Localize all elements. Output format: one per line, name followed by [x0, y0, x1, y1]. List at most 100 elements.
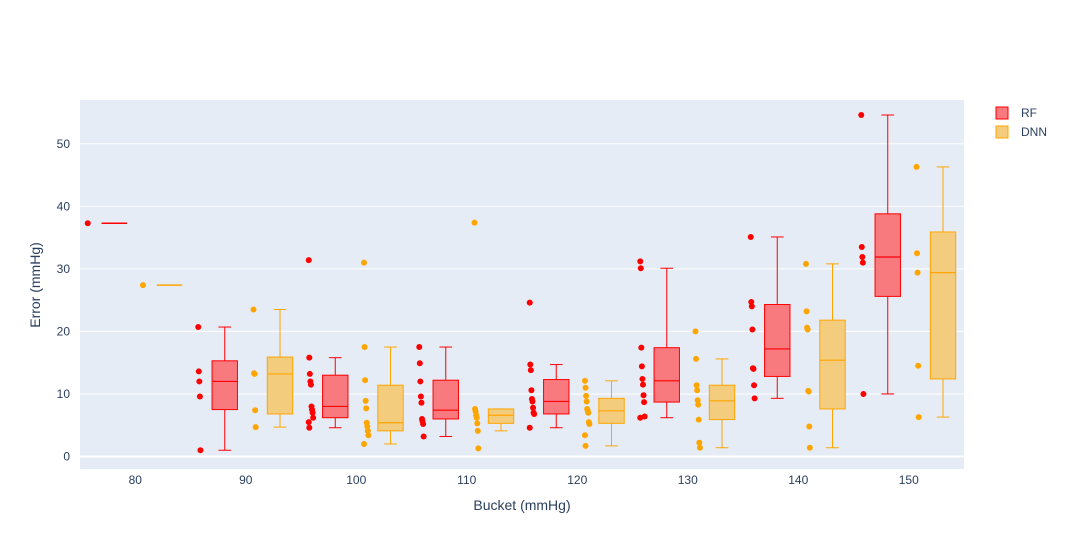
data-point-rf [637, 265, 644, 272]
box-body [874, 213, 901, 297]
data-point-rf [527, 367, 534, 374]
data-point-rf [859, 253, 866, 260]
legend[interactable]: RF DNN [995, 106, 1047, 139]
x-axis-ticks: 80 90 100 110 120 130 140 150 [129, 473, 920, 487]
box-body [543, 379, 570, 415]
legend-swatch [995, 125, 1009, 139]
data-point-dnn [806, 444, 813, 451]
data-point-rf [417, 393, 424, 400]
data-point-rf [310, 414, 317, 421]
data-point-dnn [250, 306, 257, 313]
data-point-dnn [581, 432, 588, 439]
data-point-rf [638, 344, 645, 351]
box-rf-100[interactable] [322, 357, 349, 429]
data-point-rf [418, 399, 425, 406]
data-point-rf [748, 299, 755, 306]
data-point-rf [307, 381, 314, 388]
data-point-dnn [806, 423, 813, 430]
boxes-layer [101, 114, 957, 451]
legend-item-rf[interactable]: RF [995, 106, 1037, 120]
data-point-dnn [694, 387, 701, 394]
data-point-rf [640, 392, 647, 399]
legend-swatch [995, 106, 1009, 120]
data-point-dnn [694, 397, 701, 404]
data-point-rf [526, 424, 533, 431]
data-point-rf [859, 259, 866, 266]
data-point-dnn [362, 377, 369, 384]
box-body [322, 374, 349, 419]
box-rf-120[interactable] [543, 364, 570, 429]
box-dnn-140[interactable] [819, 263, 846, 449]
box-rf-150[interactable] [874, 114, 901, 395]
data-point-dnn [473, 414, 480, 421]
data-point-dnn [696, 439, 703, 446]
data-point-rf [309, 409, 316, 416]
box-dnn-150[interactable] [929, 166, 957, 418]
data-point-rf [195, 368, 202, 375]
data-point-dnn [252, 424, 259, 431]
box-rf-130[interactable] [653, 267, 680, 419]
box-dnn-100[interactable] [377, 346, 404, 445]
y-axis-ticks: 0 10 20 30 40 50 [57, 137, 71, 464]
data-point-rf [639, 375, 646, 382]
data-point-dnn [695, 401, 702, 408]
box-rf-140[interactable] [764, 236, 791, 399]
y-tick-label: 40 [57, 199, 71, 213]
data-point-dnn [581, 377, 588, 384]
box-body [487, 408, 515, 424]
box-rf-90[interactable] [211, 326, 238, 451]
data-point-rf [750, 365, 757, 372]
data-point-rf [306, 354, 313, 361]
data-point-rf [196, 393, 203, 400]
x-tick-label: 120 [567, 473, 587, 487]
data-point-dnn [364, 423, 371, 430]
data-point-dnn [693, 355, 700, 362]
data-point-rf [305, 257, 312, 264]
data-point-dnn [695, 416, 702, 423]
data-point-dnn [582, 384, 589, 391]
box-body [211, 360, 238, 411]
data-point-rf [306, 424, 313, 431]
box-body [266, 356, 294, 415]
legend-item-dnn[interactable]: DNN [995, 125, 1047, 139]
data-point-rf [526, 299, 533, 306]
data-point-dnn [583, 392, 590, 399]
x-tick-label: 150 [899, 473, 919, 487]
x-tick-label: 110 [457, 473, 476, 487]
data-point-rf [420, 433, 427, 440]
data-point-rf [306, 370, 313, 377]
data-point-dnn [585, 409, 592, 416]
data-point-rf [747, 233, 754, 240]
data-point-dnn [693, 382, 700, 389]
data-point-dnn [474, 427, 481, 434]
box-body [377, 384, 404, 432]
data-point-rf [305, 419, 312, 426]
data-point-dnn [363, 405, 370, 412]
box-body [764, 304, 791, 377]
y-tick-label: 10 [57, 387, 71, 401]
box-dnn-120[interactable] [598, 380, 625, 447]
data-point-dnn [365, 432, 372, 439]
data-point-rf [638, 363, 645, 370]
legend-label: DNN [1021, 125, 1047, 139]
legend-label: RF [1021, 106, 1037, 120]
box-dnn-110[interactable] [487, 408, 515, 432]
data-point-rf [530, 404, 537, 411]
data-point-rf [417, 378, 424, 385]
data-point-dnn [915, 362, 922, 369]
data-point-rf [531, 410, 538, 417]
box-dnn-90[interactable] [266, 309, 294, 428]
box-dnn-130[interactable] [708, 358, 736, 449]
data-point-dnn [915, 414, 922, 421]
x-tick-label: 130 [678, 473, 698, 487]
data-point-rf [637, 258, 644, 265]
data-point-rf [751, 382, 758, 389]
x-tick-label: 80 [129, 473, 143, 487]
data-point-dnn [583, 398, 590, 405]
points-layer [84, 112, 922, 454]
data-point-dnn [582, 442, 589, 449]
data-point-dnn [804, 326, 811, 333]
data-point-rf [416, 344, 423, 351]
y-tick-label: 50 [57, 137, 71, 151]
box-rf-110[interactable] [432, 346, 459, 437]
